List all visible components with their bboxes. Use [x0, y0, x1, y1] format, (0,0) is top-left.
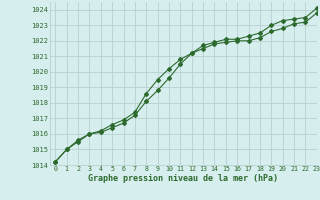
X-axis label: Graphe pression niveau de la mer (hPa): Graphe pression niveau de la mer (hPa)	[88, 174, 278, 183]
